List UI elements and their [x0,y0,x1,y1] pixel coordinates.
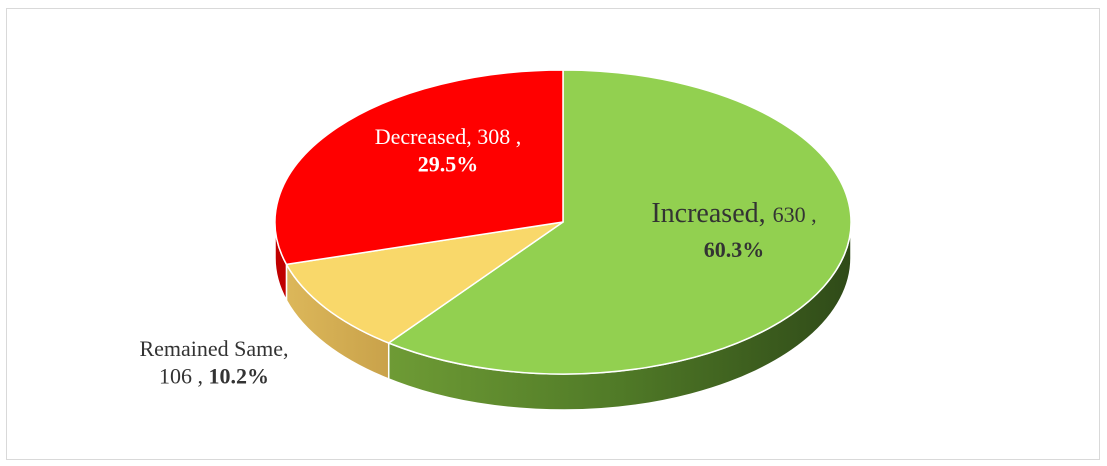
data-label-remained-same: Remained Same, 106 , 10.2% [139,336,288,389]
label-percent: 29.5% [418,152,479,177]
label-sep: , [192,364,209,389]
label-value: 308 [477,124,510,149]
label-name: Remained Same [139,336,283,361]
label-percent: 10.2% [209,364,270,389]
label-sep: , [510,124,521,149]
label-sep: , [283,336,289,361]
label-name: Decreased [375,124,467,149]
slice-increased [387,69,852,375]
data-label-decreased: Decreased, 308 , 29.5% [375,124,522,177]
pie-tops [274,69,852,375]
label-sep: , [806,202,817,227]
label-sep: , [759,198,773,229]
label-value: 630 [773,202,806,227]
label-percent: 60.3% [704,237,765,262]
data-label-increased: Increased, 630 , 60.3% [651,198,816,262]
slice-decreased [274,69,564,266]
slice-remained-same [285,221,564,344]
label-value: 106 [159,364,192,389]
label-name: Increased [651,198,758,229]
label-sep: , [466,124,477,149]
pie-labels: Increased, 630 , 60.3%Remained Same, 106 ,… [139,124,816,389]
